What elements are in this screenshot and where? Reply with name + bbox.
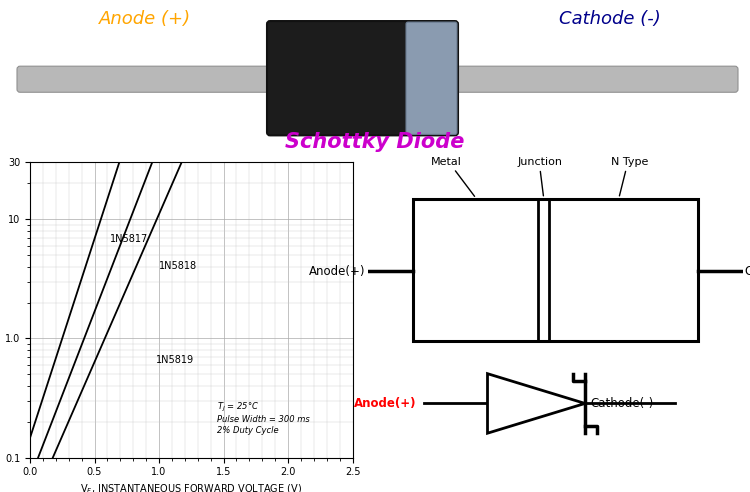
Text: Cathode(-): Cathode(-)	[744, 265, 750, 278]
FancyBboxPatch shape	[267, 21, 458, 135]
X-axis label: V$_{F}$, INSTANTANEOUS FORWARD VOLTAGE (V): V$_{F}$, INSTANTANEOUS FORWARD VOLTAGE (…	[80, 483, 302, 492]
FancyBboxPatch shape	[17, 66, 288, 92]
Text: Schottky Diode: Schottky Diode	[285, 132, 465, 153]
Text: Metal: Metal	[430, 157, 462, 167]
Text: Junction: Junction	[518, 157, 562, 167]
Text: Anode(+): Anode(+)	[354, 397, 416, 410]
Text: Anode(+): Anode(+)	[309, 265, 366, 278]
Text: Cathode(-): Cathode(-)	[591, 397, 654, 410]
Text: N Type: N Type	[611, 157, 649, 167]
Text: 1N5819: 1N5819	[157, 355, 194, 365]
Text: T$_{J}$ = 25°C
Pulse Width = 300 ms
2% Duty Cycle: T$_{J}$ = 25°C Pulse Width = 300 ms 2% D…	[217, 401, 310, 435]
Text: Cathode (-): Cathode (-)	[559, 10, 661, 28]
FancyBboxPatch shape	[406, 22, 457, 134]
Text: Anode (+): Anode (+)	[99, 10, 191, 28]
Text: 1N5818: 1N5818	[159, 261, 197, 271]
Polygon shape	[488, 374, 585, 433]
FancyBboxPatch shape	[437, 66, 738, 92]
Text: 1N5817: 1N5817	[110, 234, 148, 244]
Bar	[413, 199, 698, 340]
